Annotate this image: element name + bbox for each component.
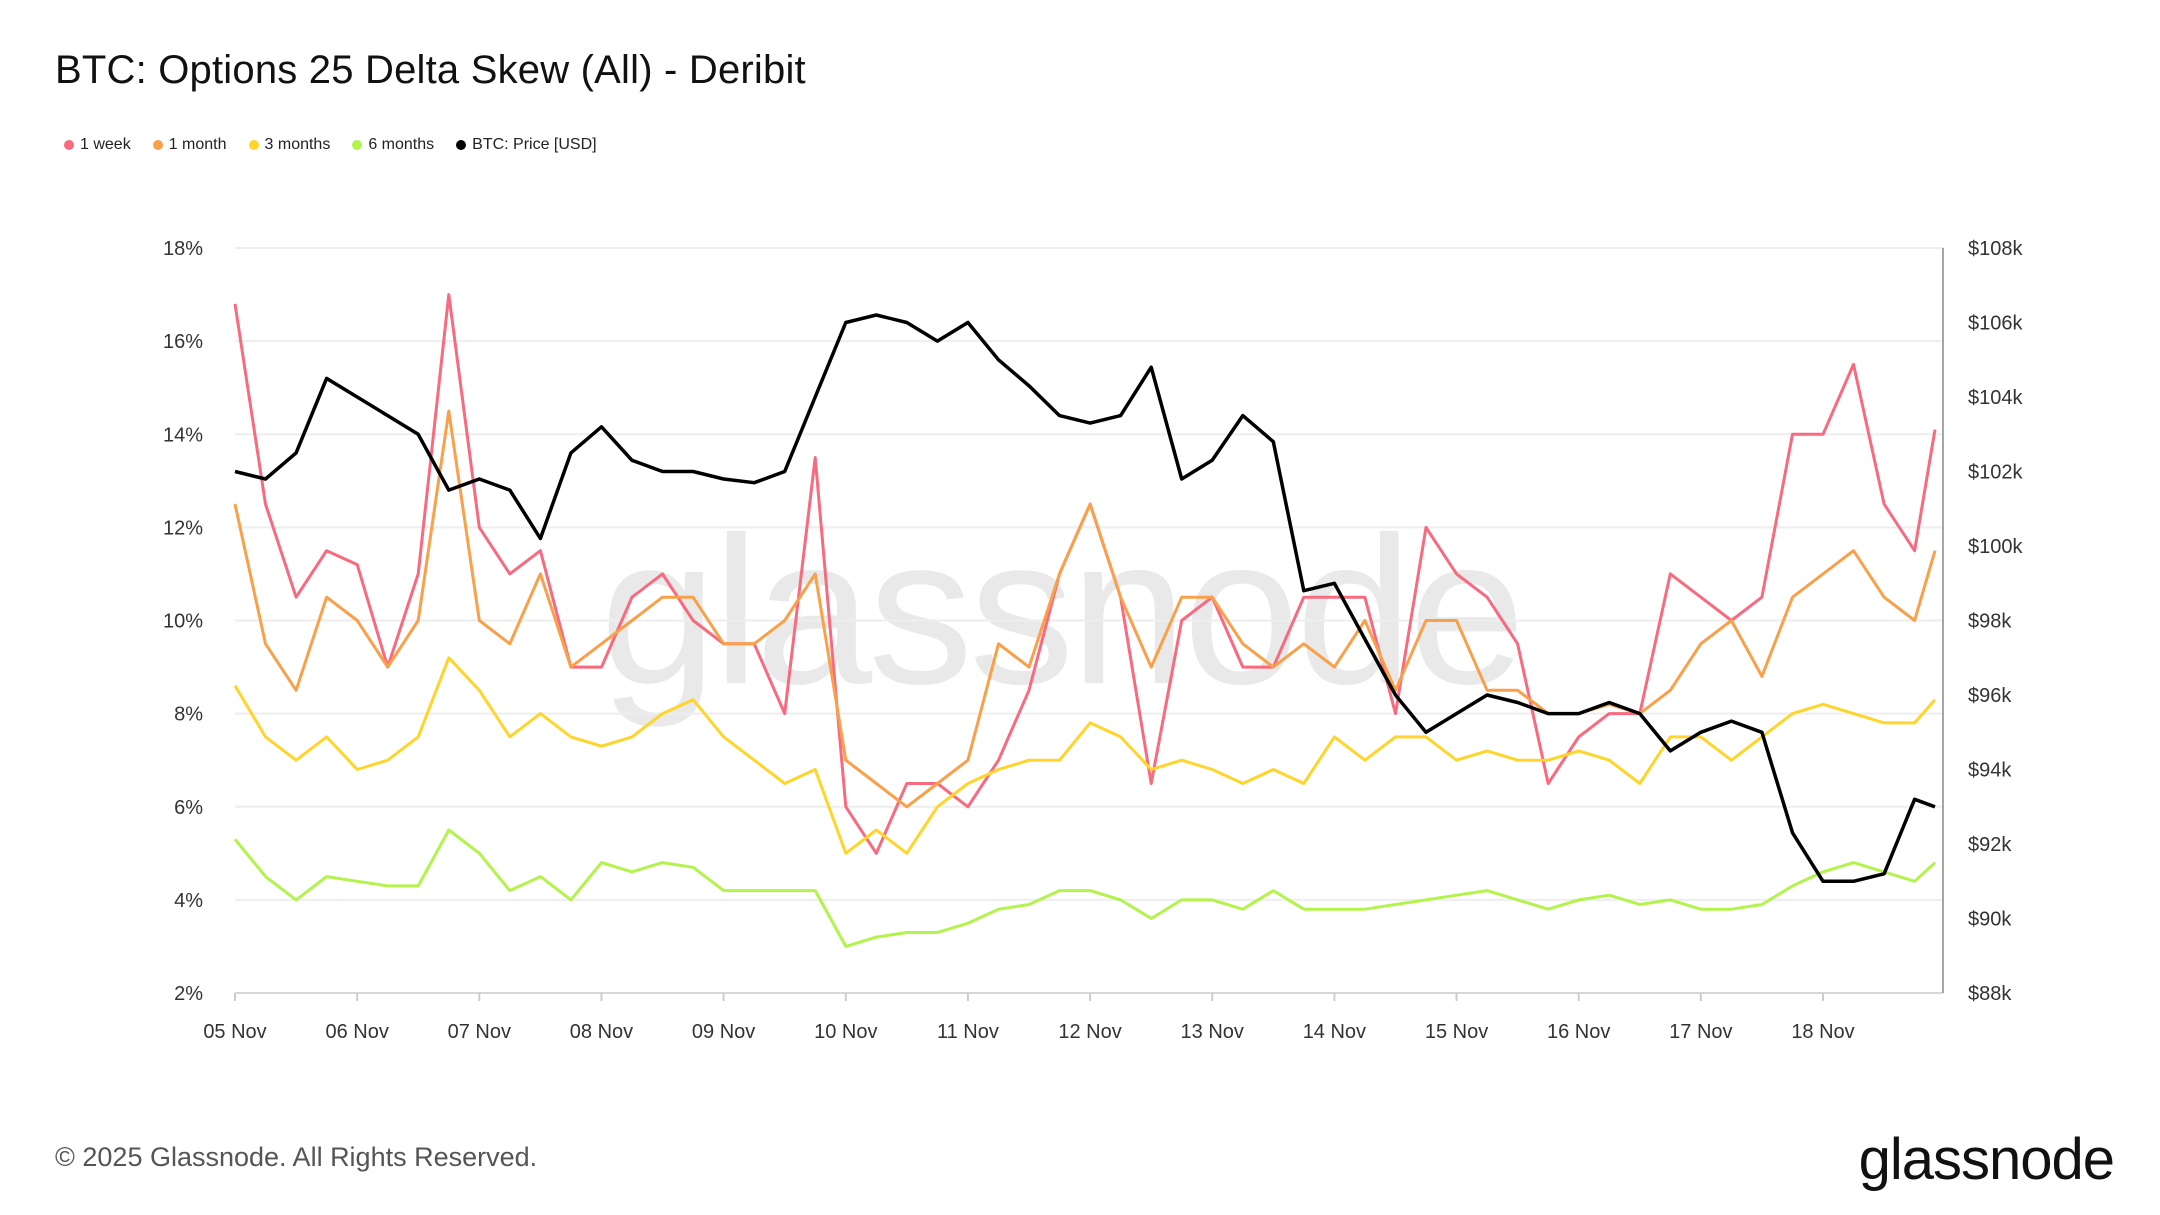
copyright-text: © 2025 Glassnode. All Rights Reserved. — [55, 1142, 538, 1172]
y-right-tick-label: $88k — [1968, 983, 2012, 1005]
y-right-tick-label: $108k — [1968, 238, 2023, 260]
x-tick-label: 16 Nov — [1547, 1021, 1610, 1043]
y-left-tick-label: 8% — [174, 704, 203, 726]
legend-dot-icon — [152, 140, 163, 150]
x-tick-label: 10 Nov — [814, 1021, 877, 1043]
x-tick-label: 17 Nov — [1669, 1021, 1732, 1043]
legend-dot-icon — [248, 140, 259, 150]
y-right-tick-label: $104k — [1968, 387, 2023, 409]
series-line-1-month — [233, 409, 1937, 809]
y-left-tick-label: 6% — [174, 797, 203, 819]
y-right-tick-label: $96k — [1968, 685, 2012, 707]
y-left-tick-label: 16% — [163, 331, 203, 353]
x-tick-label: 05 Nov — [203, 1021, 266, 1043]
legend-dot-icon — [64, 140, 74, 150]
legend-item-1-month[interactable]: 1 month — [152, 136, 227, 154]
legend-label: BTC: Price [USD] — [472, 136, 597, 153]
x-tick-label: 12 Nov — [1058, 1021, 1121, 1043]
legend-label: 3 months — [264, 136, 331, 153]
series-line-3-months — [233, 656, 1937, 855]
x-tick-label: 13 Nov — [1181, 1021, 1244, 1043]
legend-label: 1 week — [80, 136, 131, 153]
y-right-tick-label: $94k — [1968, 760, 2012, 782]
x-tick-label: 18 Nov — [1791, 1021, 1854, 1043]
legend-item-3-months[interactable]: 3 months — [248, 136, 331, 154]
y-right-tick-label: $106k — [1968, 313, 2023, 335]
chart-title: BTC: Options 25 Delta Skew (All) - Derib… — [55, 48, 806, 92]
y-left-tick-label: 18% — [163, 238, 203, 260]
x-tick-label: 08 Nov — [570, 1021, 633, 1043]
x-tick-label: 14 Nov — [1303, 1021, 1366, 1043]
legend-label: 6 months — [368, 136, 435, 153]
x-tick-label: 06 Nov — [325, 1021, 388, 1043]
x-tick-label: 07 Nov — [448, 1021, 511, 1043]
y-right-tick-label: $92k — [1968, 834, 2012, 856]
glassnode-logo: glassnode — [1858, 1127, 2115, 1192]
legend-dot-icon — [352, 140, 363, 150]
y-right-tick-label: $90k — [1968, 909, 2012, 931]
series-line-btc-price-usd — [234, 313, 1936, 884]
series-line-6-months — [233, 828, 1937, 948]
legend: 1 week 1 month 3 months 6 months BTC: Pr… — [64, 136, 597, 154]
legend-label: 1 month — [168, 136, 227, 153]
legend-item-1-week[interactable]: 1 week — [64, 136, 131, 154]
y-left-tick-label: 10% — [163, 611, 203, 633]
series-line-1-week — [233, 293, 1937, 855]
y-left-tick-label: 14% — [163, 424, 203, 446]
x-tick-label: 11 Nov — [937, 1021, 999, 1043]
legend-dot-icon — [456, 140, 467, 150]
y-right-tick-label: $98k — [1968, 611, 2012, 633]
x-tick-label: 09 Nov — [692, 1021, 755, 1043]
x-tick-label: 15 Nov — [1425, 1021, 1488, 1043]
y-left-tick-label: 4% — [174, 890, 203, 912]
y-right-tick-label: $102k — [1968, 462, 2023, 484]
y-right-tick-label: $100k — [1968, 536, 2023, 558]
y-left-tick-label: 12% — [163, 517, 203, 539]
y-left-tick-label: 2% — [174, 983, 203, 1005]
legend-item-btc-price[interactable]: BTC: Price [USD] — [456, 136, 597, 154]
legend-item-6-months[interactable]: 6 months — [352, 136, 434, 154]
